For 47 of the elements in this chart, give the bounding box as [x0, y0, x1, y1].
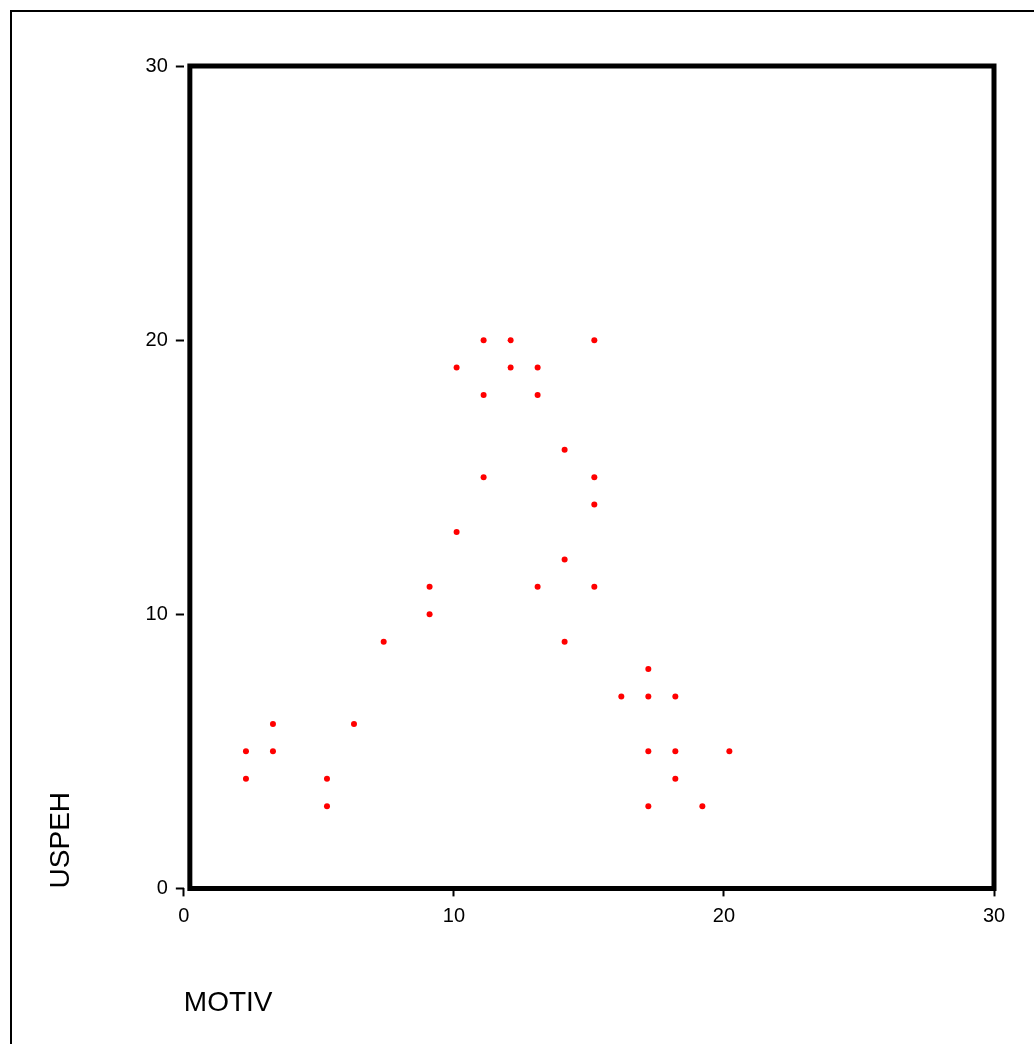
point [672, 748, 679, 755]
point [645, 803, 652, 810]
x-tick-label: 0 [178, 903, 190, 926]
point [453, 529, 460, 536]
point [591, 501, 598, 508]
point [645, 748, 652, 755]
point [726, 748, 733, 755]
y-tick-label: 30 [145, 53, 168, 76]
point [350, 720, 357, 727]
point [269, 748, 276, 755]
point [323, 775, 330, 782]
point [426, 583, 433, 590]
point [480, 474, 487, 481]
x-tick-label: 30 [982, 903, 1006, 926]
point [323, 803, 330, 810]
x-tick-label: 20 [712, 903, 736, 926]
point [672, 693, 679, 700]
point [453, 364, 460, 371]
point [480, 391, 487, 398]
x-tick-label: 10 [442, 903, 466, 926]
point [561, 446, 568, 453]
point [534, 583, 541, 590]
point [645, 666, 652, 673]
point [561, 638, 568, 645]
y-tick-label: 0 [156, 875, 168, 898]
point [591, 337, 598, 344]
point [380, 638, 387, 645]
point [645, 693, 652, 700]
point [242, 748, 249, 755]
y-axis-title: USPEH [43, 791, 75, 889]
y-tick-label: 20 [145, 327, 168, 350]
point [534, 391, 541, 398]
point [672, 775, 679, 782]
point [699, 803, 706, 810]
point [561, 556, 568, 563]
point [269, 720, 276, 727]
point [534, 364, 541, 371]
point [507, 364, 514, 371]
point [591, 474, 598, 481]
y-tick-label: 10 [145, 601, 168, 624]
point [426, 611, 433, 618]
point [242, 775, 249, 782]
point [618, 693, 625, 700]
x-axis-title: MOTIV [183, 985, 273, 1017]
point [480, 337, 487, 344]
point [591, 583, 598, 590]
point [507, 337, 514, 344]
